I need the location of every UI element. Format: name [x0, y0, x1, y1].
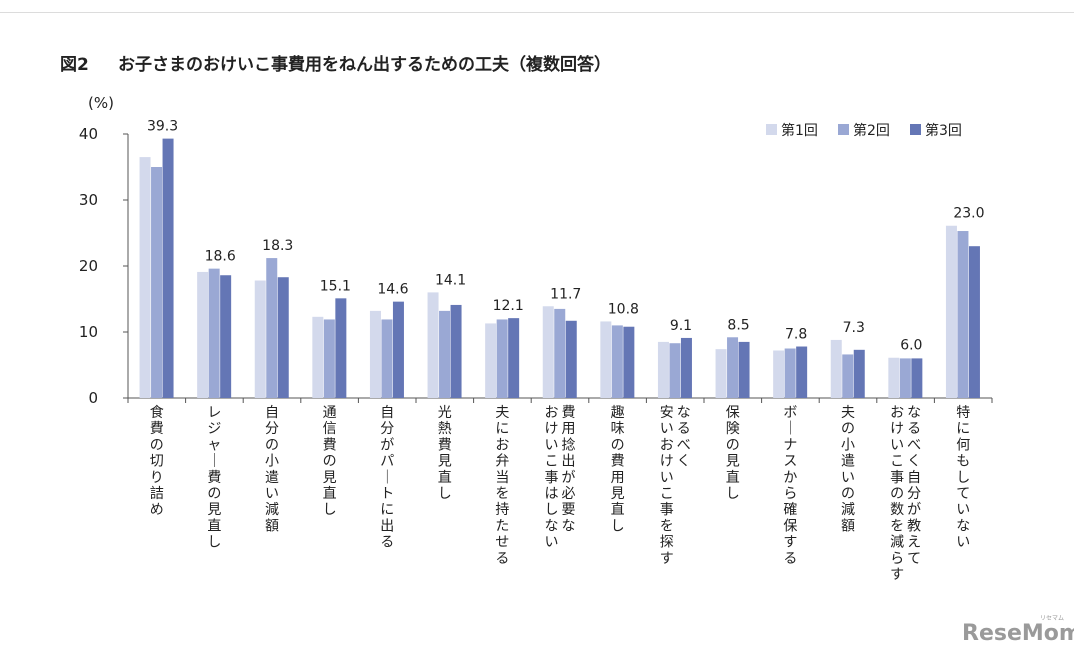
bar-series1	[888, 357, 900, 398]
category-label: 保険の見直し	[726, 405, 740, 502]
bar-series2	[496, 319, 508, 398]
bar-series1	[254, 280, 266, 398]
bar-series2	[727, 337, 739, 398]
bar-series1	[369, 310, 381, 398]
category-label: なるべく	[677, 405, 691, 470]
data-label: 9.1	[670, 318, 692, 334]
data-label: 18.3	[262, 238, 293, 254]
bar-series2	[266, 258, 278, 398]
category-label: なるべく自分が教えて	[907, 405, 921, 567]
data-label: 8.5	[727, 317, 749, 333]
bar-series1	[830, 339, 842, 398]
data-label: 6.0	[900, 338, 922, 354]
bar-series1	[139, 157, 151, 398]
bar-series2	[842, 354, 854, 398]
bar-series2	[669, 343, 681, 398]
data-label: 7.3	[843, 320, 865, 336]
category-label: 光熱費見直し	[438, 405, 452, 502]
category-label: 夫の小遣いの減額	[841, 405, 855, 534]
bar-series1	[485, 323, 497, 398]
bar-series3	[220, 275, 232, 398]
figure-label: 図2	[60, 55, 89, 75]
y-axis-label: (%)	[88, 94, 114, 112]
bar-series1	[715, 349, 727, 398]
bar-series2	[323, 319, 335, 398]
resemom-logo-ruby: リセマム	[1040, 615, 1064, 622]
bar-series1	[773, 350, 785, 398]
bar-series3	[565, 320, 577, 398]
legend-swatch-2	[838, 124, 849, 135]
legend-label-1: 第1回	[781, 122, 818, 139]
data-label: 10.8	[608, 301, 639, 317]
category-label: 自分がパ｜トに出る	[380, 405, 394, 551]
bar-series1	[312, 316, 324, 398]
y-tick-label: 10	[79, 323, 98, 341]
bar-series3	[392, 301, 404, 398]
bar-series3	[911, 358, 923, 398]
top-rule	[0, 12, 1074, 13]
bar-series3	[162, 138, 174, 398]
category-label: 夫にお弁当を持たせる	[495, 405, 509, 567]
bar-series1	[657, 341, 669, 398]
legend-swatch-3	[910, 124, 921, 135]
legend-swatch-1	[766, 124, 777, 135]
category-label: 費用捻出が必要な	[562, 405, 576, 534]
data-label: 23.0	[953, 206, 984, 222]
legend-label-2: 第2回	[853, 122, 890, 139]
bar-series2	[957, 231, 969, 398]
legend: 第1回 第2回 第3回	[766, 122, 962, 139]
y-tick-label: 40	[79, 125, 98, 143]
category-label: 安いおけいこ事を探す	[660, 405, 674, 567]
bar-series2	[784, 348, 796, 398]
bar-series1	[600, 321, 612, 398]
category-label: 特に何もしていない	[956, 405, 970, 551]
bar-series3	[853, 349, 865, 398]
y-tick-label: 20	[79, 257, 98, 275]
category-label: ボ｜ナスから確保する	[783, 405, 797, 567]
bar-series2	[208, 268, 220, 398]
y-tick-label: 30	[79, 191, 98, 209]
category-label: おけいこ事はしない	[545, 405, 559, 551]
data-label: 39.3	[147, 119, 178, 135]
category-label: 通信費の見直し	[323, 405, 337, 518]
bar-series3	[623, 326, 635, 398]
data-label: 14.1	[435, 272, 466, 288]
bar-series3	[450, 304, 462, 398]
legend-label-3: 第3回	[925, 122, 962, 139]
data-label: 12.1	[493, 298, 524, 314]
bar-series2	[611, 325, 623, 398]
category-label: 趣味の費用見直し	[611, 405, 625, 534]
bar-series3	[277, 277, 289, 398]
resemom-logo: ReseMom	[962, 621, 1074, 646]
y-tick-label: 0	[88, 389, 98, 407]
bar-series2	[439, 310, 451, 398]
bar-series3	[335, 298, 347, 398]
bar-series3	[738, 341, 750, 398]
category-label: レジャ｜費の見直し	[207, 405, 221, 551]
bar-series3	[796, 346, 808, 398]
data-label: 15.1	[320, 278, 351, 294]
bar-series2	[899, 358, 911, 398]
bar-series2	[151, 167, 163, 398]
bar-series1	[542, 306, 554, 398]
bar-series3	[508, 318, 520, 398]
category-label: おけいこ事の数を減らす	[890, 405, 904, 583]
data-label: 11.7	[550, 286, 581, 302]
data-label: 7.8	[785, 327, 807, 343]
bar-series2	[554, 308, 566, 398]
bar-series3	[680, 337, 692, 398]
data-label: 18.6	[205, 249, 236, 265]
bar-series1	[197, 271, 209, 398]
bar-series1	[945, 225, 957, 398]
category-label: 食費の切り詰め	[150, 404, 164, 518]
bar-series3	[968, 246, 980, 398]
bar-series1	[427, 292, 439, 398]
bar-series2	[381, 319, 393, 398]
chart-title: お子さまのおけいこ事費用をねん出するための工夫（複数回答）	[118, 54, 611, 75]
category-label: 自分の小遣い減額	[265, 405, 279, 534]
data-label: 14.6	[377, 282, 408, 298]
